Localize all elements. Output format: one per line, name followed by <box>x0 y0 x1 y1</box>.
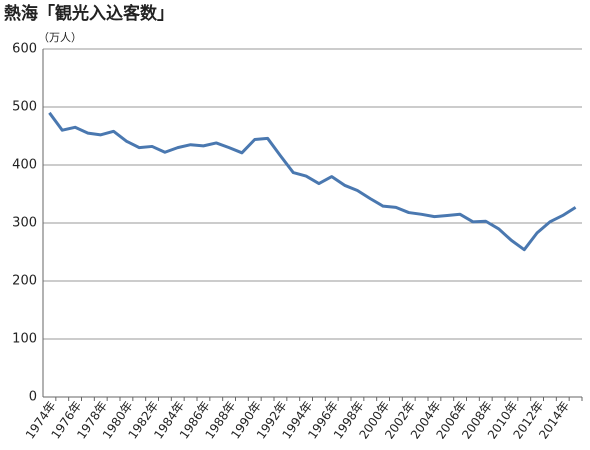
y-tick-label: 300 <box>12 216 37 231</box>
y-tick-label: 0 <box>29 390 37 405</box>
y-axis-label: （万人） <box>38 31 82 44</box>
y-tick-label: 200 <box>12 274 37 289</box>
data-line <box>48 111 577 252</box>
chart-title: 熱海「観光入込客数」 <box>4 3 174 24</box>
y-tick-label: 100 <box>12 332 37 347</box>
y-tick-label: 600 <box>12 42 37 57</box>
y-tick-label: 500 <box>12 100 37 115</box>
y-tick-label: 400 <box>12 158 37 173</box>
